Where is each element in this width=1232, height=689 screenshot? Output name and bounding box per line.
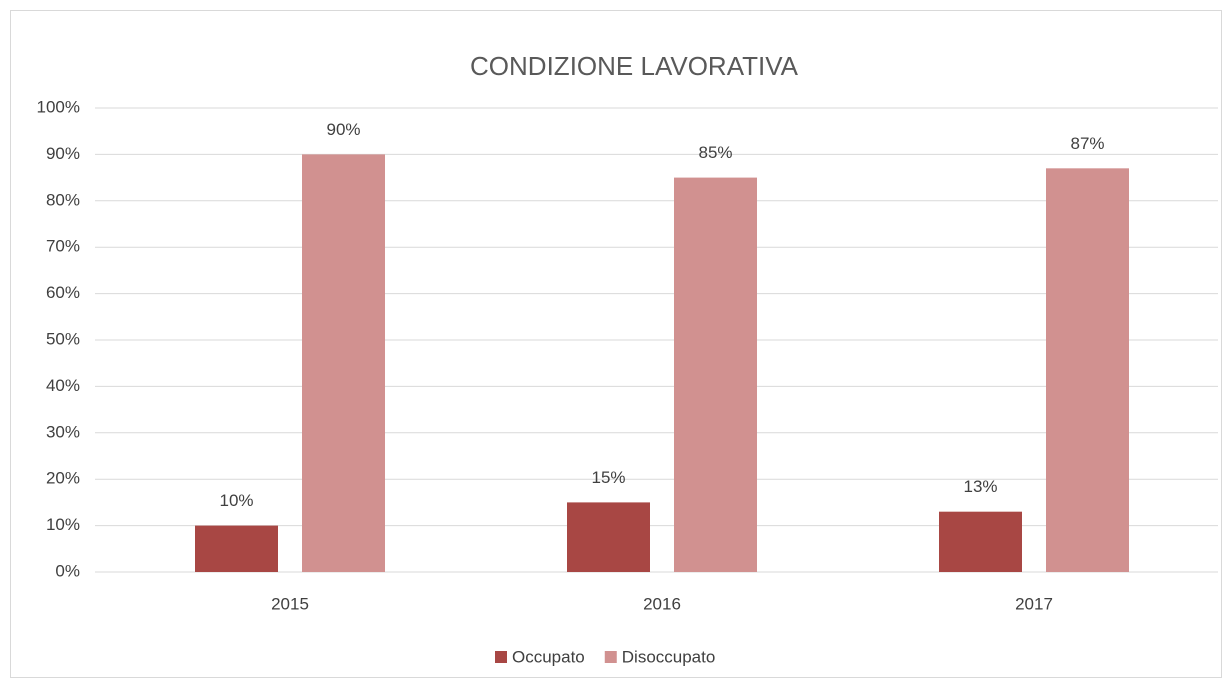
data-label: 10% [219,491,253,510]
bar [1046,168,1129,572]
bar [939,511,1022,572]
y-tick-label: 80% [46,190,80,209]
y-tick-label: 30% [46,422,80,441]
y-tick-label: 10% [46,515,80,534]
x-tick-label: 2017 [1015,594,1053,613]
legend-label: Disoccupato [622,647,716,666]
bar [302,154,385,572]
chart-title: CONDIZIONE LAVORATIVA [470,51,799,81]
legend-label: Occupato [512,647,585,666]
x-tick-label: 2016 [643,594,681,613]
y-tick-label: 40% [46,376,80,395]
legend-swatch [495,651,507,663]
y-tick-label: 60% [46,283,80,302]
y-tick-label: 70% [46,237,80,256]
y-tick-label: 50% [46,329,80,348]
bar [674,177,757,572]
data-label: 90% [326,120,360,139]
legend-swatch [604,651,617,663]
data-label: 15% [591,468,625,487]
x-tick-label: 2015 [271,594,309,613]
data-label: 85% [698,143,732,162]
data-label: 13% [963,477,997,496]
bar [567,502,650,572]
y-tick-label: 100% [37,97,80,116]
data-label: 87% [1070,134,1104,153]
y-tick-label: 90% [46,144,80,163]
y-tick-label: 0% [55,561,80,580]
y-tick-label: 20% [46,469,80,488]
chart-border [10,10,1222,678]
bar [195,525,278,572]
